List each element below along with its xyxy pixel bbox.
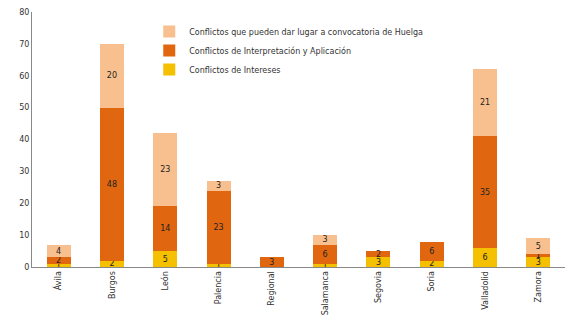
svg-text:5: 5	[163, 255, 168, 264]
svg-text:10: 10	[19, 231, 29, 240]
svg-text:70: 70	[19, 40, 29, 49]
svg-text:6: 6	[323, 250, 328, 259]
svg-text:2: 2	[376, 250, 381, 259]
svg-text:Soria: Soria	[427, 271, 436, 291]
svg-text:1: 1	[323, 261, 328, 270]
svg-text:48: 48	[107, 180, 117, 189]
svg-text:21: 21	[480, 98, 490, 107]
svg-text:30: 30	[19, 167, 29, 176]
svg-text:2: 2	[429, 259, 434, 268]
svg-text:23: 23	[160, 165, 170, 174]
svg-text:23: 23	[213, 223, 223, 232]
svg-text:1: 1	[56, 261, 61, 270]
svg-text:4: 4	[56, 247, 61, 256]
svg-text:Ávila: Ávila	[52, 271, 63, 290]
svg-text:2: 2	[56, 256, 61, 265]
svg-text:Regional: Regional	[267, 271, 276, 306]
svg-text:14: 14	[160, 224, 170, 233]
svg-text:60: 60	[19, 72, 29, 81]
svg-text:León: León	[160, 271, 170, 290]
svg-text:20: 20	[19, 199, 29, 208]
svg-text:Conflictos de Interpretación y: Conflictos de Interpretación y Aplicació…	[189, 46, 351, 56]
svg-text:3: 3	[216, 181, 221, 190]
svg-text:3: 3	[269, 258, 274, 267]
svg-text:6: 6	[483, 253, 488, 262]
svg-text:2: 2	[109, 259, 114, 268]
svg-text:40: 40	[19, 135, 29, 144]
svg-text:Burgos: Burgos	[108, 271, 117, 299]
svg-text:1: 1	[216, 261, 221, 270]
svg-text:35: 35	[480, 188, 490, 197]
svg-text:Salamanca: Salamanca	[321, 271, 330, 315]
svg-text:5: 5	[536, 242, 541, 251]
svg-text:20: 20	[107, 71, 117, 80]
svg-text:80: 80	[19, 8, 29, 17]
svg-text:Palencia: Palencia	[214, 271, 223, 304]
svg-text:Conflictos de Intereses: Conflictos de Intereses	[189, 66, 280, 75]
svg-text:Valladolid: Valladolid	[481, 271, 490, 310]
svg-text:0: 0	[24, 263, 29, 272]
svg-text:3: 3	[376, 258, 381, 267]
svg-text:Zamora: Zamora	[534, 271, 543, 302]
svg-text:3: 3	[536, 258, 541, 267]
svg-text:1: 1	[536, 251, 541, 260]
svg-text:Segovia: Segovia	[374, 271, 383, 303]
svg-text:3: 3	[323, 235, 328, 244]
svg-text:50: 50	[19, 103, 29, 112]
svg-text:6: 6	[429, 247, 434, 256]
svg-text:Conflictos que pueden dar luga: Conflictos que pueden dar lugar a convoc…	[189, 28, 423, 37]
